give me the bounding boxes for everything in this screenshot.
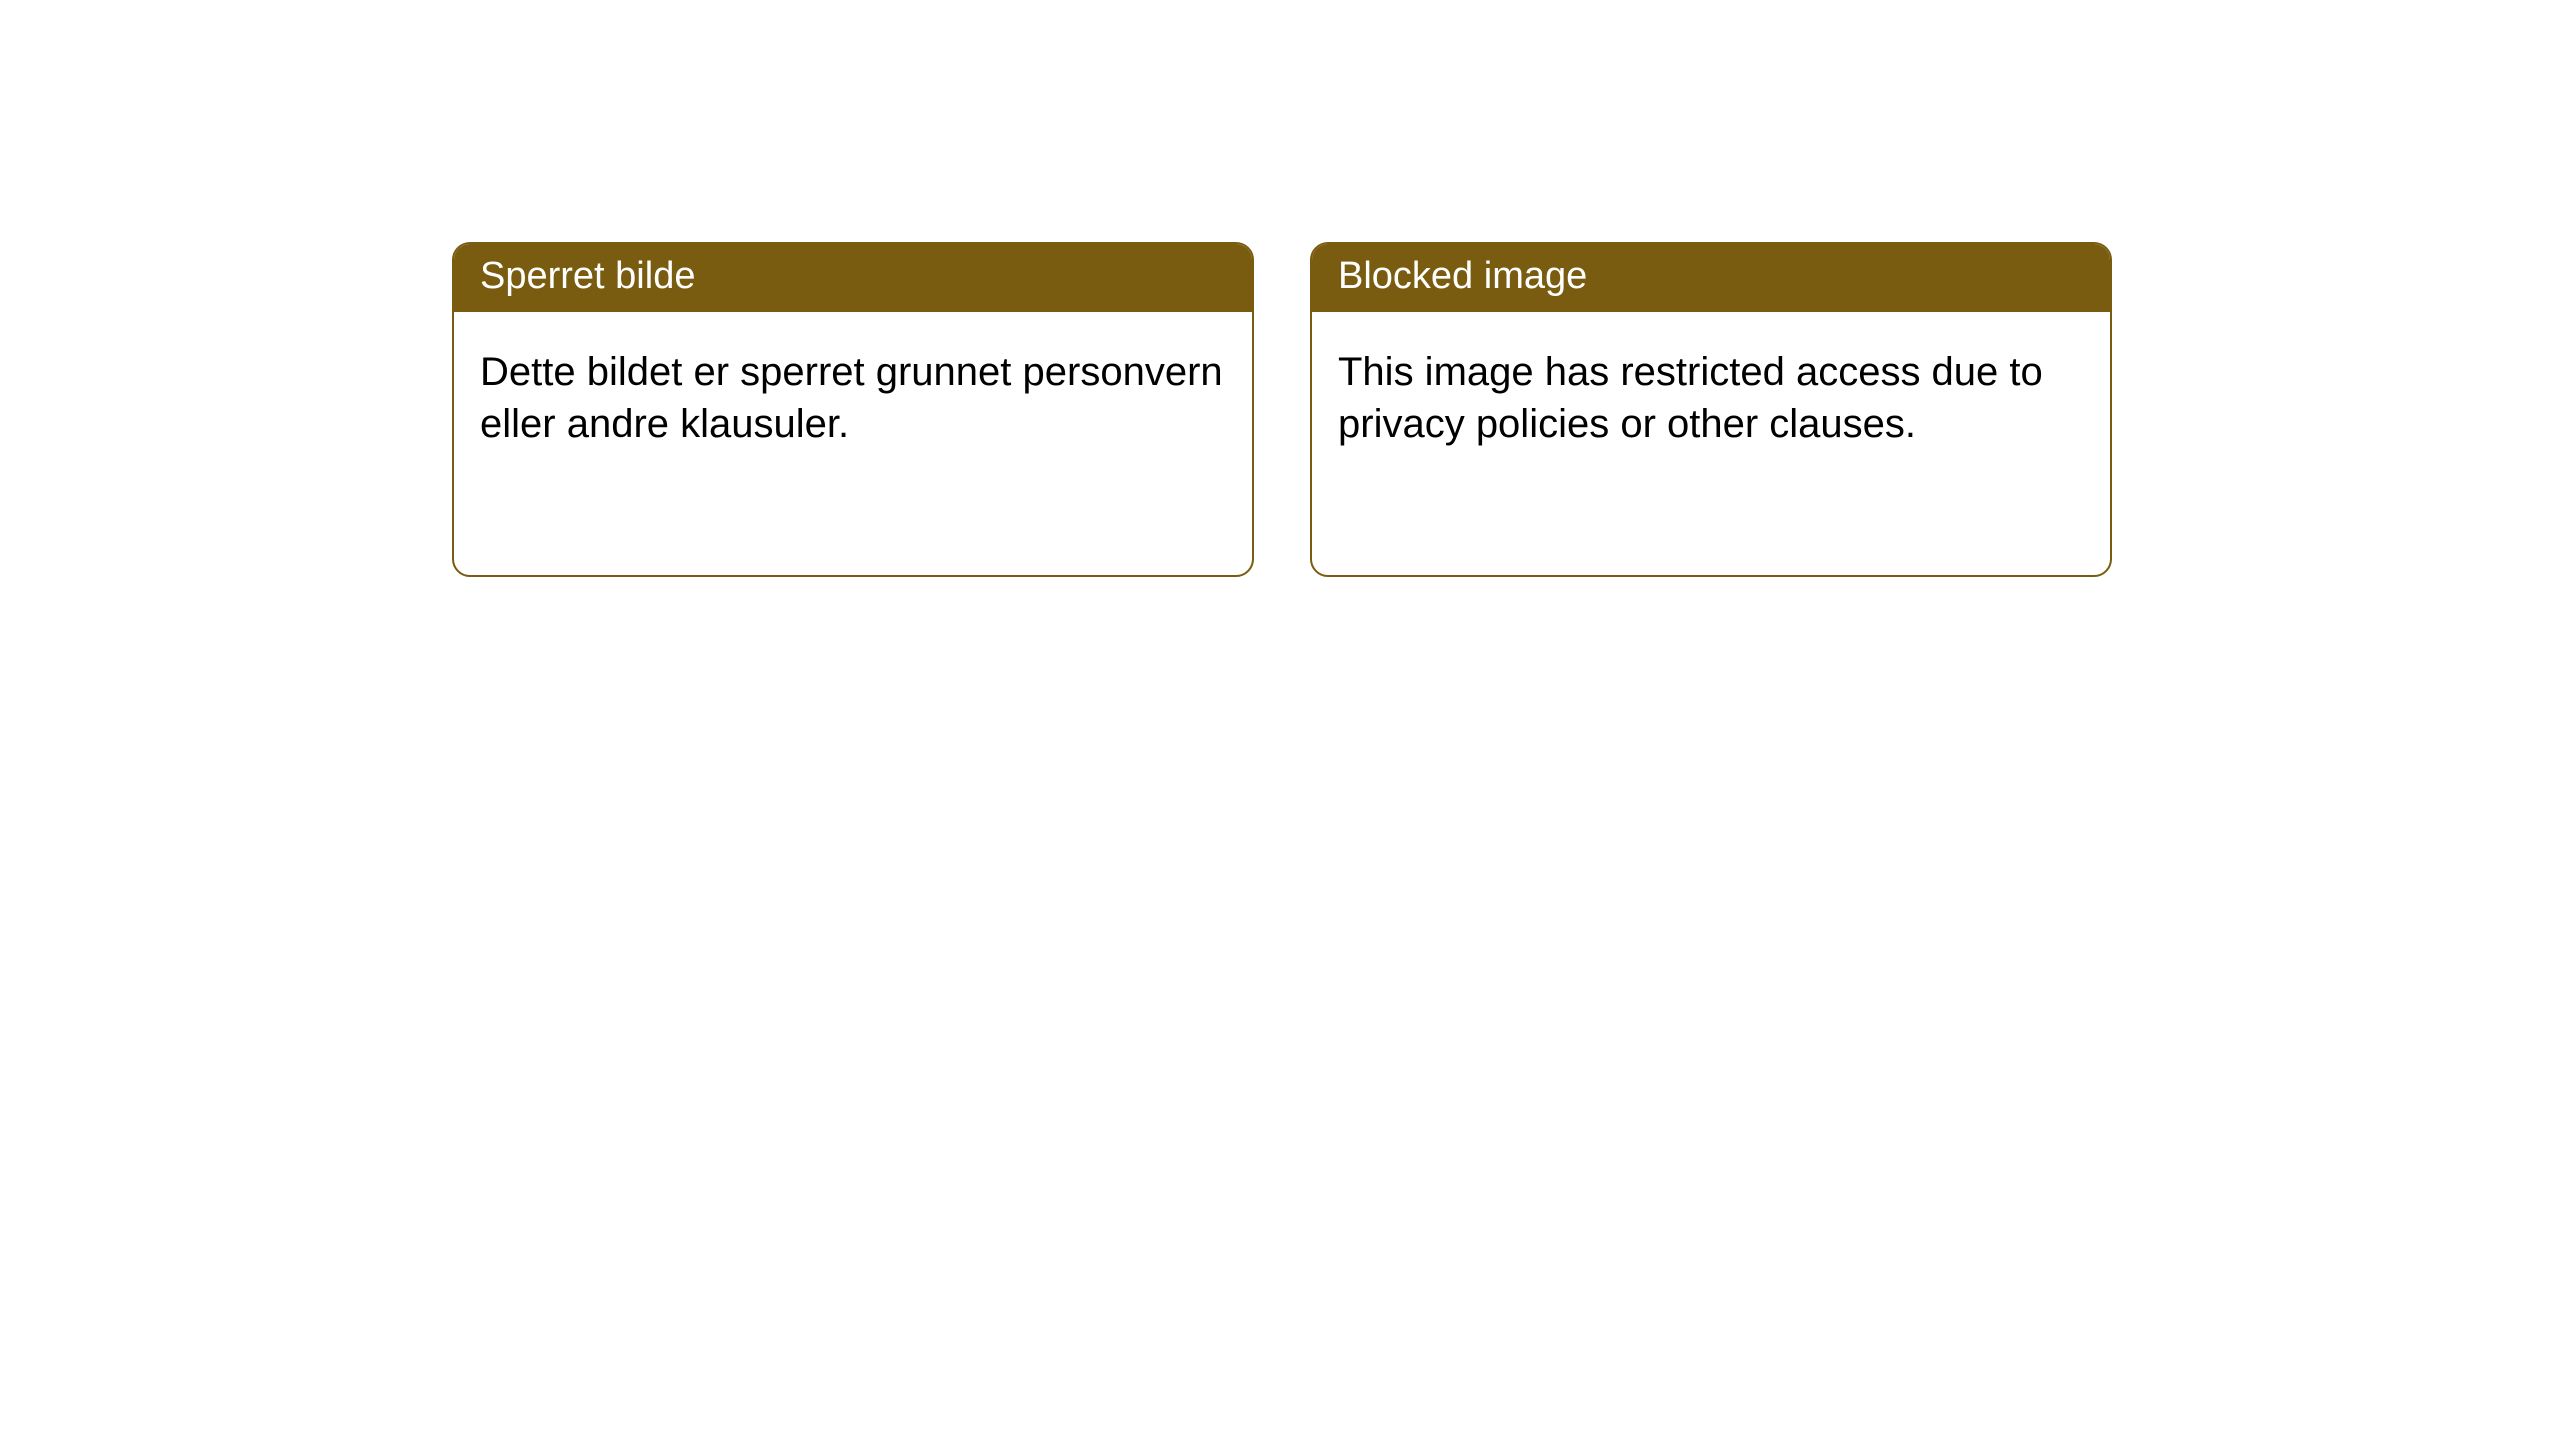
notice-card-norwegian: Sperret bilde Dette bildet er sperret gr… <box>452 242 1254 577</box>
card-body-text: Dette bildet er sperret grunnet personve… <box>454 312 1252 484</box>
notice-card-english: Blocked image This image has restricted … <box>1310 242 2112 577</box>
card-body-text: This image has restricted access due to … <box>1312 312 2110 484</box>
card-title: Sperret bilde <box>454 244 1252 312</box>
card-title: Blocked image <box>1312 244 2110 312</box>
notice-container: Sperret bilde Dette bildet er sperret gr… <box>452 242 2112 577</box>
